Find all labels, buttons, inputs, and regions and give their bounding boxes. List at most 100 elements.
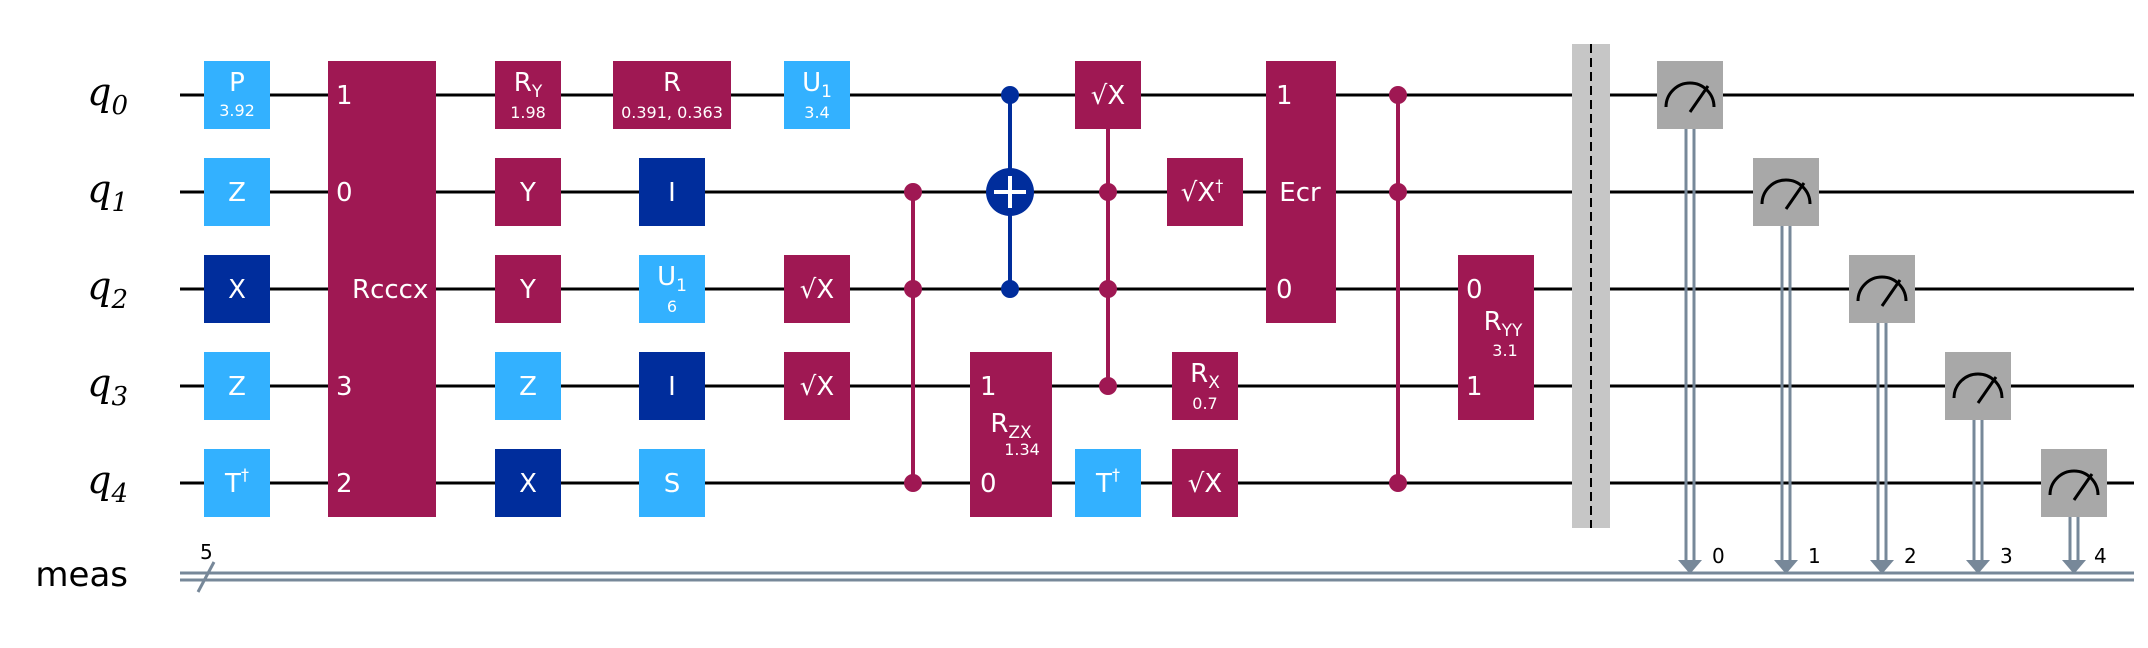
svg-text:RZX: RZX [990,409,1032,443]
control-dot-q4 [1389,474,1407,492]
svg-text:1.34: 1.34 [1004,440,1040,459]
control-dot-q1 [1099,183,1117,201]
gate-rzx: 1 0 RZX 1.34 [970,352,1052,517]
gate-i-q1: I [639,158,705,226]
svg-text:X: X [228,275,246,305]
control-dot-q2 [904,280,922,298]
gate-ry-q0: RY 1.98 [495,61,561,129]
svg-text:1: 1 [1466,372,1483,402]
meter-icon [1760,178,1812,205]
svg-text:4: 4 [2094,544,2107,568]
gate-sx-q2: √X [784,255,850,323]
svg-text:3: 3 [2000,544,2013,568]
svg-text:RY: RY [514,68,543,102]
control-dot-q4 [904,474,922,492]
svg-text:2: 2 [1904,544,1917,568]
svg-text:q4: q4 [87,458,128,509]
multi-control-z-gate-2 [1389,86,1407,492]
gate-y-q1: Y [495,158,561,226]
measure-q2: 2 [1849,255,1917,574]
gate-tdg-q4: T† [204,449,270,517]
svg-text:S: S [664,469,681,499]
svg-text:Y: Y [519,178,536,208]
wire-label-q1: q1 [87,167,128,218]
svg-text:0: 0 [1466,275,1483,305]
svg-text:0: 0 [1276,275,1293,305]
gate-sx-q3: √X [784,352,850,420]
svg-text:q1: q1 [87,167,128,218]
gate-rcccx: 1 0 Rcccx 3 2 [328,61,436,517]
svg-text:0.7: 0.7 [1192,394,1217,413]
svg-text:I: I [668,372,676,402]
control-dot-q3 [1099,377,1117,395]
svg-text:3.1: 3.1 [1492,341,1517,360]
svg-text:q3: q3 [87,361,128,412]
gate-sxdg-q1: √X† [1167,158,1243,226]
multi-controlled-sx-gate [1099,129,1117,395]
svg-text:3.4: 3.4 [804,103,829,122]
gate-u1-q2: U1 6 [639,255,705,323]
meter-icon [2048,469,2100,496]
svg-text:q0: q0 [87,70,128,121]
svg-text:√X: √X [800,372,834,402]
svg-text:RYY: RYY [1484,307,1523,341]
control-dot-q0 [1001,86,1019,104]
svg-text:q2: q2 [87,264,128,315]
meter-icon [1952,372,2004,399]
toffoli-gate [986,86,1034,298]
svg-text:√X: √X [1188,469,1222,499]
measure-q4: 4 [2041,449,2107,574]
barrier [1572,44,1610,528]
meter-icon [1856,275,1908,302]
svg-text:Z: Z [228,178,246,208]
gate-z-q1: Z [204,158,270,226]
svg-text:Z: Z [228,372,246,402]
gate-ecr: 1 Ecr 0 [1266,61,1336,323]
svg-text:T†: T† [1095,465,1120,499]
wire-label-q2: q2 [87,264,128,315]
control-dot-q2 [1001,280,1019,298]
gate-ryy: 0 1 RYY 3.1 [1458,255,1534,420]
svg-text:3: 3 [336,372,353,402]
gate-z2-q3: Z [495,352,561,420]
gate-s-q4: S [639,449,705,517]
gate-x-q2: X [204,255,270,323]
svg-text:U1: U1 [657,262,687,296]
svg-text:P: P [229,68,245,98]
meter-icon [1664,81,1716,108]
gate-u1-q0: U1 3.4 [784,61,850,129]
classical-wire: 5 [180,540,2134,593]
svg-text:0.391, 0.363: 0.391, 0.363 [621,103,723,122]
svg-text:Ecr: Ecr [1279,178,1321,208]
gate-y-q2: Y [495,255,561,323]
control-dot-q1 [1389,183,1407,201]
wire-label-q0: q0 [87,70,128,121]
svg-text:0: 0 [980,469,997,499]
measure-q0: 0 [1657,61,1725,574]
svg-text:1.98: 1.98 [510,103,546,122]
register-slash [196,561,216,593]
svg-text:1: 1 [1276,81,1293,111]
gate-p-q0: P 3.92 [204,61,270,129]
svg-text:√X†: √X† [1181,176,1223,208]
svg-text:1: 1 [1808,544,1821,568]
svg-text:6: 6 [667,297,677,316]
gate-x2-q4: X [495,449,561,517]
gate-tdg2-q4: T† [1075,449,1141,517]
wire-label-q3: q3 [87,361,128,412]
gate-sx-q4: √X [1172,449,1238,517]
gate-z-q3: Z [204,352,270,420]
svg-text:RX: RX [1190,359,1220,393]
gate-sx-q0: √X [1075,61,1141,129]
svg-text:R: R [663,68,681,98]
svg-text:X: X [519,469,537,499]
svg-text:Rcccx: Rcccx [352,275,428,305]
gate-i-q3: I [639,352,705,420]
svg-text:3.92: 3.92 [219,101,255,120]
svg-text:Z: Z [519,372,537,402]
svg-text:U1: U1 [802,68,832,102]
wire-label-q4: q4 [87,458,128,509]
control-dot-q0 [1389,86,1407,104]
register-size: 5 [200,540,213,564]
svg-text:0: 0 [1712,544,1725,568]
